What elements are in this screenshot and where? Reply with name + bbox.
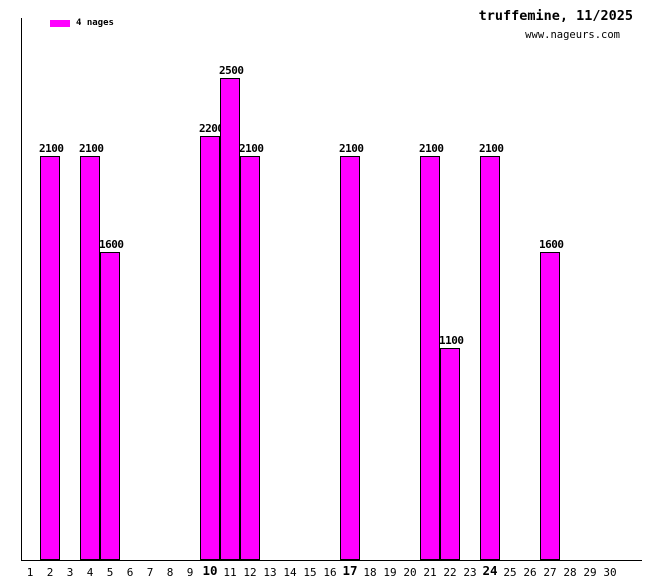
x-tick-label-12: 12 — [243, 566, 257, 579]
bar-value-label-day-24: 2100 — [479, 142, 504, 155]
x-tick-label-29: 29 — [583, 566, 597, 579]
x-tick-label-25: 25 — [503, 566, 517, 579]
bar-value-label-day-27: 1600 — [539, 238, 564, 251]
x-tick-label-4: 4 — [86, 566, 94, 579]
bar-day-12 — [240, 156, 260, 560]
bar-value-label-day-11: 2500 — [219, 64, 244, 77]
x-tick-label-22: 22 — [443, 566, 457, 579]
legend-swatch — [50, 20, 70, 27]
x-tick-label-1: 1 — [26, 566, 34, 579]
x-tick-label-10: 10 — [202, 563, 218, 578]
bar-day-17 — [340, 156, 360, 560]
website-text: www.nageurs.com — [525, 29, 620, 41]
bar-value-label-day-21: 2100 — [419, 142, 444, 155]
x-tick-label-13: 13 — [263, 566, 277, 579]
x-tick-label-16: 16 — [323, 566, 337, 579]
legend-label: 4 nages — [76, 18, 114, 28]
x-tick-label-26: 26 — [523, 566, 537, 579]
x-tick-label-28: 28 — [563, 566, 577, 579]
bar-day-27 — [540, 252, 560, 560]
bar-value-label-day-12: 2100 — [239, 142, 264, 155]
y-axis-line — [21, 18, 22, 561]
bar-day-24 — [480, 156, 500, 560]
x-tick-label-6: 6 — [126, 566, 134, 579]
bar-value-label-day-4: 2100 — [79, 142, 104, 155]
bar-value-label-day-2: 2100 — [39, 142, 64, 155]
x-tick-label-3: 3 — [66, 566, 74, 579]
bar-value-label-day-22: 1100 — [439, 334, 464, 347]
x-tick-label-21: 21 — [423, 566, 437, 579]
x-tick-label-8: 8 — [166, 566, 174, 579]
x-tick-label-27: 27 — [543, 566, 557, 579]
bar-day-10 — [200, 136, 220, 560]
bar-day-11 — [220, 78, 240, 560]
x-tick-label-18: 18 — [363, 566, 377, 579]
x-tick-label-2: 2 — [46, 566, 54, 579]
x-tick-label-17: 17 — [342, 563, 358, 578]
x-tick-label-19: 19 — [383, 566, 397, 579]
x-tick-label-5: 5 — [106, 566, 114, 579]
bar-day-4 — [80, 156, 100, 560]
x-tick-label-23: 23 — [463, 566, 477, 579]
chart-title: truffemine, 11/2025 — [478, 8, 633, 24]
x-tick-label-14: 14 — [283, 566, 297, 579]
bar-value-label-day-17: 2100 — [339, 142, 364, 155]
x-tick-label-15: 15 — [303, 566, 317, 579]
x-tick-label-7: 7 — [146, 566, 154, 579]
bar-day-22 — [440, 348, 460, 560]
bar-day-2 — [40, 156, 60, 560]
bar-value-label-day-5: 1600 — [99, 238, 124, 251]
x-tick-label-24: 24 — [482, 563, 498, 578]
x-tick-label-20: 20 — [403, 566, 417, 579]
x-axis-line — [21, 560, 642, 561]
bar-value-label-day-10: 2200 — [199, 122, 224, 135]
x-tick-label-11: 11 — [223, 566, 237, 579]
bar-day-21 — [420, 156, 440, 560]
bar-day-5 — [100, 252, 120, 560]
x-tick-label-9: 9 — [186, 566, 194, 579]
x-tick-label-30: 30 — [603, 566, 617, 579]
